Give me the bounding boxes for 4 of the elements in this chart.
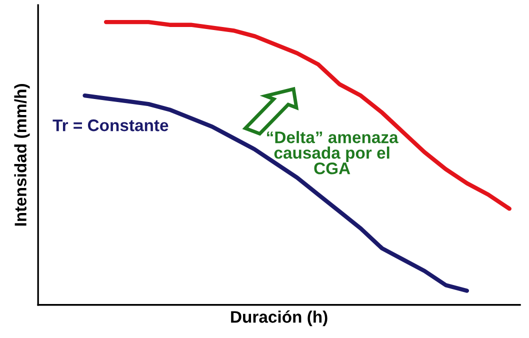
x-axis-title: Duración (h) bbox=[231, 310, 328, 326]
y-axis-title: Intensidad (mm/h) bbox=[14, 84, 30, 226]
annotation: “Delta” amenaza causada por el CGA bbox=[267, 130, 398, 174]
annotation: Tr = Constante bbox=[52, 119, 168, 132]
